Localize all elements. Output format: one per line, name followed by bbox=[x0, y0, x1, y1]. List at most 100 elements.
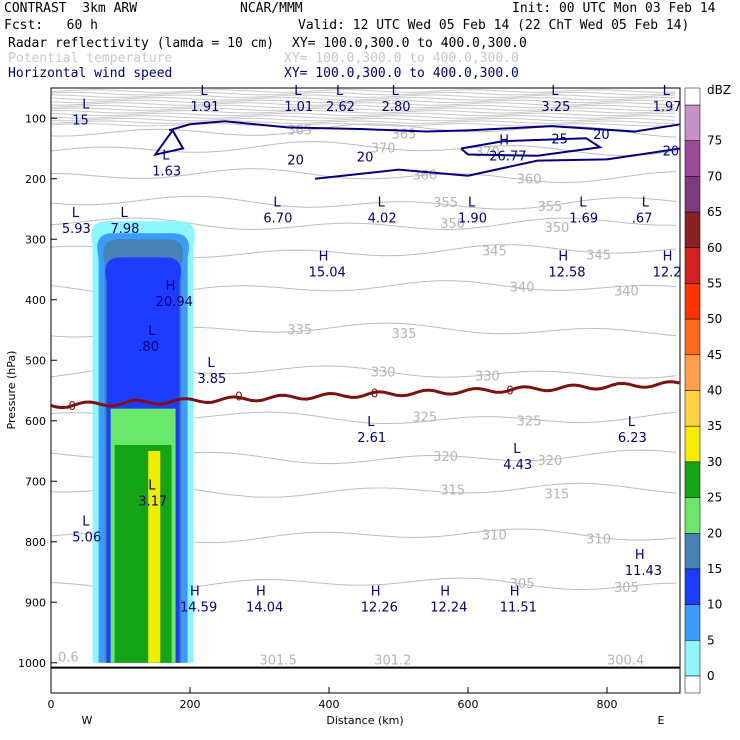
extremum-value: 2.62 bbox=[326, 100, 355, 115]
extremum-type: L bbox=[336, 84, 344, 99]
isentrope-label: 345 bbox=[482, 244, 507, 259]
colorbar-level-label: 55 bbox=[707, 276, 722, 290]
extremum-value: 1.69 bbox=[569, 211, 598, 226]
colorbar-level-label: 65 bbox=[707, 205, 722, 219]
x-tick-label: 200 bbox=[180, 698, 201, 711]
extremum-type: L bbox=[82, 97, 90, 112]
colorbar-level-label: 25 bbox=[707, 491, 722, 505]
extremum-value: 12.2 bbox=[653, 266, 682, 281]
field1-name: Radar reflectivity (lamda = 10 cm) bbox=[8, 36, 275, 51]
freezing-level-label: 0 bbox=[68, 399, 76, 413]
extremum-value: 1.90 bbox=[458, 211, 487, 226]
x-end-label-east: E bbox=[658, 714, 665, 727]
field1-xy: XY= 100.0,300.0 to 400.0,300.0 bbox=[292, 36, 527, 51]
isentrope-label: 355 bbox=[538, 200, 563, 215]
extremum-type: L bbox=[663, 84, 671, 99]
colorbar-swatch-40 bbox=[684, 354, 701, 391]
y-tick-label: 500 bbox=[25, 354, 46, 367]
extremum-value: 15 bbox=[72, 113, 89, 128]
colorbar-swatch-45 bbox=[684, 318, 701, 356]
isentrope-strat-12 bbox=[51, 120, 675, 124]
extremum-value: 11.51 bbox=[500, 600, 537, 615]
wind-contour-loop bbox=[152, 129, 185, 157]
extremum-type: H bbox=[256, 584, 266, 599]
wind-contour-label: 20 bbox=[287, 154, 304, 169]
isentrope-label: 350 bbox=[440, 217, 465, 232]
colorbar-swatch-0 bbox=[684, 640, 701, 677]
isentrope-label: 305 bbox=[510, 577, 535, 592]
extremum-type: L bbox=[273, 195, 281, 210]
colorbar-swatch-75 bbox=[684, 104, 701, 141]
extremum-value: 5.06 bbox=[72, 531, 101, 546]
isentrope-strat-5 bbox=[51, 102, 676, 106]
forecast-hour: Fcst: 60 h bbox=[4, 18, 98, 33]
freezing-level-label: 0 bbox=[506, 384, 514, 398]
extremum-value: 6.23 bbox=[618, 431, 647, 446]
y-tick-label: 600 bbox=[25, 415, 46, 428]
y-tick-label: 200 bbox=[25, 173, 46, 186]
field2-name: Potential temperature bbox=[8, 51, 173, 66]
radar-layer-30 bbox=[114, 444, 172, 663]
isentrope-label: 330 bbox=[475, 369, 500, 384]
isentrope-label: 315 bbox=[544, 487, 569, 502]
isentrope-label: 355 bbox=[433, 196, 458, 211]
isentrope-label: 320 bbox=[433, 450, 458, 465]
colorbar-level-label: 60 bbox=[707, 241, 722, 255]
field3-name: Horizontal wind speed bbox=[8, 66, 173, 81]
x-axis-title: Distance (km) bbox=[326, 714, 403, 727]
x-tick-label: 600 bbox=[458, 698, 479, 711]
colorbar-level-label: 75 bbox=[707, 134, 722, 148]
extremum-value: 3.17 bbox=[138, 494, 167, 509]
extremum-type: L bbox=[579, 195, 587, 210]
colorbar-bottom-empty bbox=[684, 675, 701, 694]
wind-contour-label: 20 bbox=[357, 151, 374, 166]
wind-contour-label: 20 bbox=[593, 128, 610, 143]
colorbar-swatch-10 bbox=[684, 568, 701, 605]
extremum-type: H bbox=[635, 548, 645, 563]
y-tick-label: 300 bbox=[25, 233, 46, 246]
field3-xy: XY= 100.0,300.0 to 400.0,300.0 bbox=[284, 66, 519, 81]
colorbar-swatch-55 bbox=[684, 247, 701, 284]
extremum-type: L bbox=[551, 84, 559, 99]
extremum-type: H bbox=[190, 584, 200, 599]
extremum-value: 14.59 bbox=[180, 600, 217, 615]
y-tick-label: 700 bbox=[25, 475, 46, 488]
isentrope-strat-7 bbox=[51, 107, 676, 111]
isentrope-strat-10 bbox=[51, 115, 676, 119]
colorbar-level-label: 50 bbox=[707, 312, 722, 326]
isentrope-label: 360 bbox=[517, 173, 542, 188]
colorbar-level-label: 20 bbox=[707, 526, 722, 540]
colorbar-swatch-30 bbox=[684, 425, 701, 463]
isentrope-strat-11 bbox=[51, 117, 676, 122]
surface-theta-label: 301.5 bbox=[260, 654, 297, 669]
isentrope-355 bbox=[51, 195, 677, 210]
extremum-value: 1.91 bbox=[190, 100, 219, 115]
isentrope-strat-6 bbox=[51, 104, 676, 109]
y-tick-label: 100 bbox=[25, 112, 46, 125]
extremum-type: L bbox=[628, 415, 636, 430]
y-tick-label: 1000 bbox=[18, 657, 46, 670]
wind-contour-25 bbox=[460, 137, 603, 157]
wind-contour-20-lower bbox=[315, 147, 681, 180]
extremum-value: .80 bbox=[138, 340, 159, 355]
colorbar-level-label: 70 bbox=[707, 169, 722, 183]
extremum-value: 20.94 bbox=[156, 295, 193, 310]
extremum-value: 12.24 bbox=[430, 600, 467, 615]
extremum-type: L bbox=[200, 84, 208, 99]
isentrope-strat-9 bbox=[51, 112, 676, 117]
valid-time: Valid: 12 UTC Wed 05 Feb 14 (22 ChT Wed … bbox=[298, 18, 690, 33]
extremum-type: L bbox=[82, 515, 90, 530]
extremum-value: 1.01 bbox=[284, 100, 313, 115]
extremum-value: 1.97 bbox=[653, 100, 682, 115]
extremum-type: H bbox=[663, 250, 673, 265]
extremum-value: 12.58 bbox=[548, 266, 585, 281]
extremum-type: L bbox=[378, 195, 386, 210]
extremum-value: .67 bbox=[632, 211, 653, 226]
isentrope-label: 335 bbox=[287, 323, 312, 338]
extremum-type: L bbox=[367, 415, 375, 430]
isentrope-strat-4 bbox=[51, 99, 676, 104]
extremum-value: 7.98 bbox=[111, 222, 140, 237]
isentrope-strat-0 bbox=[51, 89, 676, 93]
extremum-type: L bbox=[72, 206, 80, 221]
isentrope-label: 335 bbox=[392, 327, 417, 342]
